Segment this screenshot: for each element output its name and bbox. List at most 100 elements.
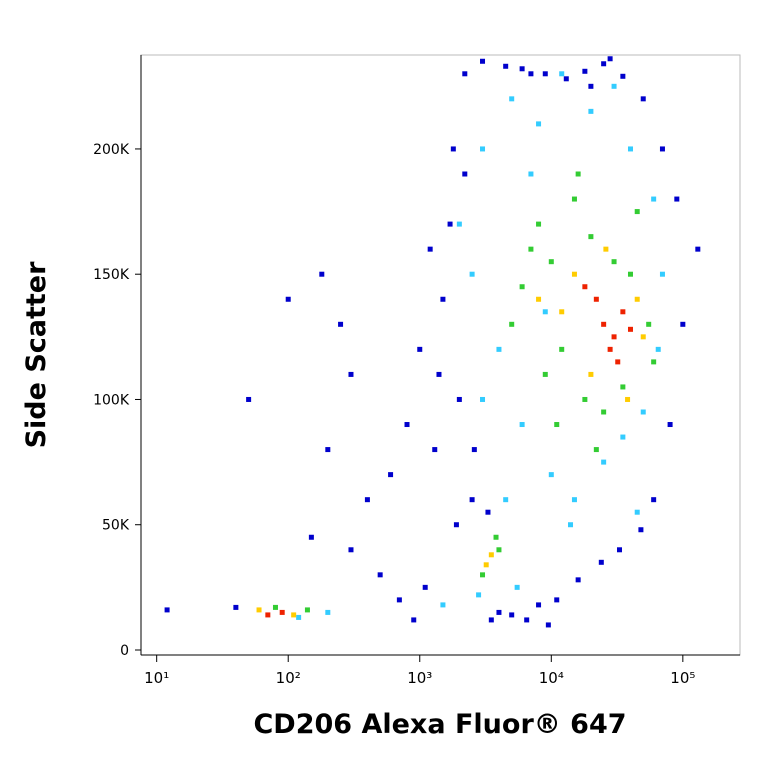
point [496,547,502,553]
point [620,73,626,79]
point [571,497,577,503]
point [625,396,631,402]
point [646,321,652,327]
point [611,83,617,89]
point [588,371,594,377]
point [308,534,314,540]
point [528,171,534,177]
point [440,602,446,608]
point [291,612,297,618]
point [601,409,607,415]
point [509,96,515,102]
point [601,321,607,327]
point [607,56,613,62]
point [427,246,433,252]
point [634,296,640,302]
point [519,66,525,72]
y-tick-label: 150K [93,267,130,283]
point [436,371,442,377]
point [285,296,291,302]
y-tick-label: 200K [93,142,130,158]
point [620,309,626,315]
point [588,83,594,89]
point [348,547,354,553]
point [396,597,402,603]
point [471,447,477,453]
point [404,422,410,428]
point [325,447,331,453]
point [480,58,486,64]
point [598,559,604,565]
point [542,371,548,377]
point [488,552,494,558]
point [611,334,617,340]
point [588,108,594,114]
point [536,121,542,127]
point [593,447,599,453]
point [695,246,701,252]
point [496,609,502,615]
point [296,614,302,620]
point [651,196,657,202]
point [279,609,285,615]
point [554,597,560,603]
point [536,221,542,227]
point [582,284,588,290]
point [563,76,569,82]
point [611,259,617,265]
point [519,422,525,428]
point [582,68,588,74]
point [480,396,486,402]
point [509,321,515,327]
point [450,146,456,152]
point [542,309,548,315]
point [462,71,468,77]
point [519,284,525,290]
y-tick-label: 50K [102,518,130,534]
point [603,246,609,252]
point [528,71,534,77]
point [674,196,680,202]
point [607,346,613,352]
point [588,234,594,240]
point [493,534,499,540]
point [514,584,520,590]
point [659,146,665,152]
point [655,346,661,352]
point [651,359,657,365]
point [554,422,560,428]
point [601,61,607,67]
point [453,522,459,528]
point [496,346,502,352]
point [582,396,588,402]
point [634,509,640,515]
point [524,617,530,623]
point [528,246,534,252]
point [265,612,271,618]
point [364,497,370,503]
x-axis-title: CD206 Alexa Fluor® 647 [253,709,626,740]
point [680,321,686,327]
point [559,71,565,77]
point [568,522,574,528]
point [615,359,621,365]
point [440,296,446,302]
point [627,146,633,152]
x-tick-label: 10⁵ [670,669,695,687]
point [256,607,262,613]
point [480,146,486,152]
point [575,577,581,583]
point [503,63,509,69]
point [620,434,626,440]
point [272,604,278,610]
point [601,459,607,465]
point [571,196,577,202]
point [640,96,646,102]
point [456,396,462,402]
point [634,209,640,215]
point [638,527,644,533]
point [480,572,486,578]
y-tick-label: 0 [120,643,129,659]
y-axis-title: Side Scatter [21,261,52,449]
